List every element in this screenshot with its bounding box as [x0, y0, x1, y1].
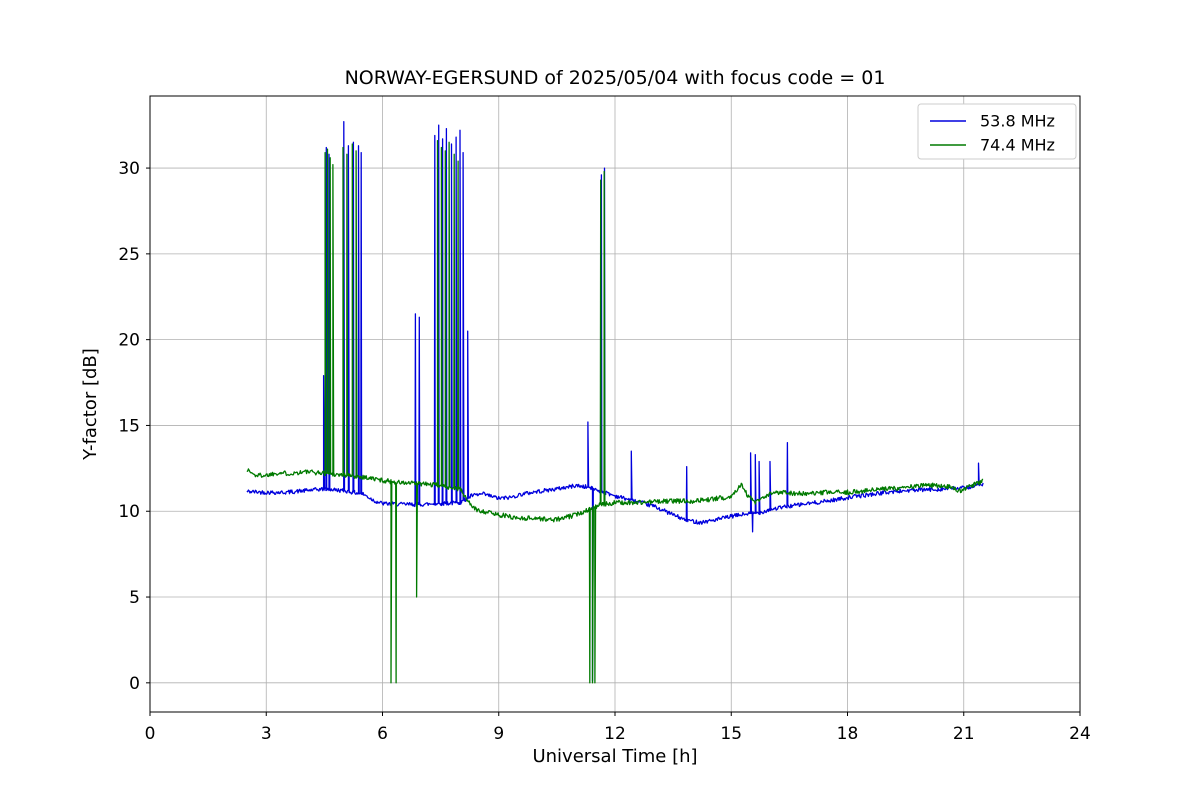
y-tick-label: 30 — [118, 159, 140, 179]
x-tick-label: 15 — [720, 724, 742, 744]
x-tick-label: 0 — [145, 724, 156, 744]
x-tick-label: 12 — [604, 724, 626, 744]
x-tick-label: 21 — [953, 724, 975, 744]
x-axis-label: Universal Time [h] — [532, 746, 697, 767]
x-tick-label: 6 — [377, 724, 388, 744]
x-tick-label: 9 — [493, 724, 504, 744]
legend: 53.8 MHz 74.4 MHz — [917, 103, 1077, 160]
legend-label: 53.8 MHz — [980, 112, 1055, 131]
y-tick-label: 0 — [129, 674, 140, 694]
x-tick-label: 3 — [261, 724, 272, 744]
y-tick-label: 20 — [118, 331, 140, 351]
chart-title: NORWAY-EGERSUND of 2025/05/04 with focus… — [345, 67, 886, 89]
y-tick-label: 15 — [118, 416, 140, 436]
y-tick-label: 5 — [129, 588, 140, 608]
series-line-53.8-MHz — [246, 121, 984, 682]
tick-layer: 0 3 6 9 12 15 18 21 24 0 5 10 15 20 25 30 — [118, 159, 1090, 744]
x-tick-label: 24 — [1069, 724, 1091, 744]
y-axis-label: Y-factor [dB] — [80, 348, 101, 461]
legend-label: 74.4 MHz — [980, 136, 1055, 155]
series-line-74.4-MHz — [246, 139, 984, 684]
x-tick-label: 18 — [837, 724, 859, 744]
y-tick-label: 10 — [118, 502, 140, 522]
grid-layer — [149, 96, 1081, 712]
y-tick-label: 25 — [118, 245, 140, 265]
series-layer — [246, 121, 984, 684]
